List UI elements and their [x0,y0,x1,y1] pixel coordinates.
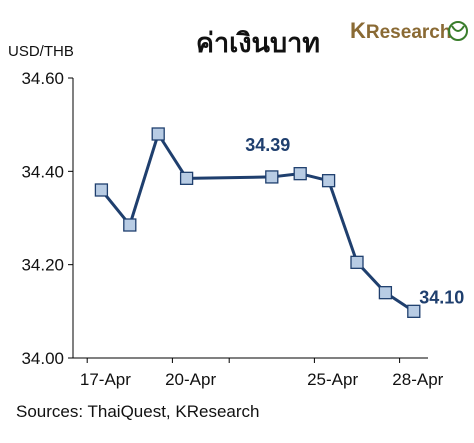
x-tick-label: 17-Apr [80,370,131,389]
data-point [378,286,393,300]
y-tick-label: 34.60 [21,69,64,88]
data-point [407,304,421,318]
logo-leaf-vein-icon [451,25,465,32]
y-tick-label: 34.00 [21,349,64,368]
x-tick-label: 20-Apr [165,370,216,389]
data-point [350,255,364,269]
data-point [293,167,307,181]
data-labels: 34.39 34.10 [245,135,464,307]
data-point [94,183,109,197]
data-point [321,174,336,188]
data-point [151,127,165,141]
chart-title: ค่าเงินบาท [196,28,320,59]
y-axis-label: USD/THB [8,43,74,60]
data-point [265,170,279,184]
data-point [179,171,194,185]
kresearch-logo: KResearch [350,18,468,43]
x-tick-label: 25-Apr [307,370,358,389]
logo-research: Research [366,22,452,43]
data-point [123,218,137,232]
y-tick-label: 34.20 [21,256,64,275]
x-tick-label: 28-Apr [392,370,443,389]
y-tick-label: 34.40 [21,162,64,181]
data-label: 34.39 [245,135,290,155]
logo-k: K [350,18,366,43]
svg-text:KResearch: KResearch [350,18,451,43]
logo-leaf-icon [448,21,468,41]
source-note: Sources: ThaiQuest, KResearch [16,402,259,421]
axes [72,78,428,359]
series-line [100,132,415,313]
series-layer [94,127,421,318]
y-tick-labels: 34.60 34.40 34.20 34.00 [21,69,73,368]
x-tick-labels: 17-Apr 20-Apr 25-Apr 28-Apr [80,358,444,389]
data-label: 34.10 [419,287,464,307]
